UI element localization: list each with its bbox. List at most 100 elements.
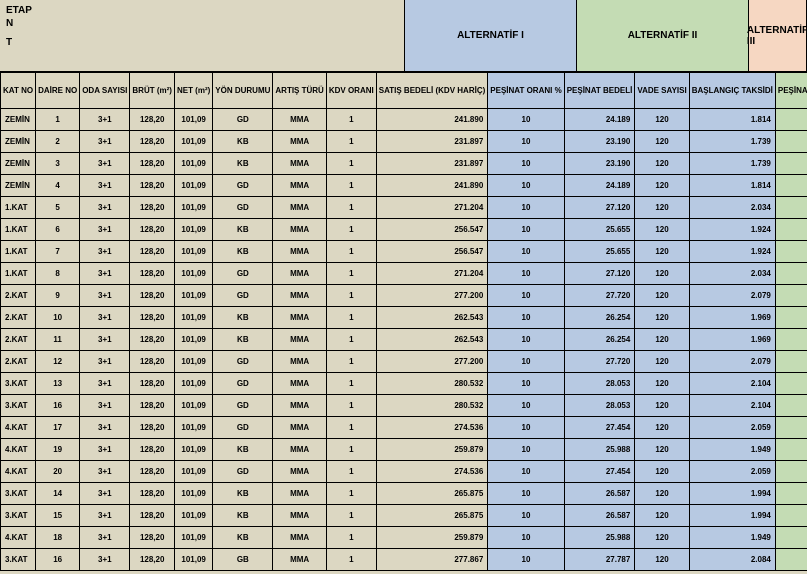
- cell-net: 101,09: [174, 439, 212, 461]
- cell-a1-pb: 23.190: [564, 131, 635, 153]
- cell-net: 101,09: [174, 549, 212, 571]
- cell-artis: MMA: [273, 527, 326, 549]
- cell-a1-pb: 26.254: [564, 307, 635, 329]
- cell-net: 101,09: [174, 373, 212, 395]
- cell-a1-bt: 1.924: [689, 219, 775, 241]
- cell-artis: MMA: [273, 417, 326, 439]
- etap-line3: T: [6, 36, 398, 49]
- cell-yon: GD: [213, 285, 273, 307]
- cell-oda: 3+1: [80, 351, 130, 373]
- cell-a1-vs: 120: [635, 263, 689, 285]
- cell-daire: 9: [36, 285, 80, 307]
- cell-a1-bt: 1.739: [689, 131, 775, 153]
- cell-a1-vs: 120: [635, 439, 689, 461]
- cell-artis: MMA: [273, 175, 326, 197]
- cell-kat: 3.KAT: [1, 505, 36, 527]
- cell-brut: 128,20: [130, 329, 175, 351]
- cell-a1-pb: 27.720: [564, 285, 635, 307]
- h-daire: DAİRE NO: [36, 73, 80, 109]
- cell-satis: 274.536: [376, 417, 488, 439]
- cell-a1-vs: 120: [635, 417, 689, 439]
- cell-satis: 231.897: [376, 153, 488, 175]
- cell-a1-bt: 1.969: [689, 307, 775, 329]
- cell-satis: 277.200: [376, 351, 488, 373]
- cell-kat: 1.KAT: [1, 197, 36, 219]
- cell-yon: GD: [213, 373, 273, 395]
- cell-kdv: 1: [326, 439, 376, 461]
- cell-satis: 265.875: [376, 505, 488, 527]
- cell-a1-po: 10: [488, 307, 564, 329]
- cell-daire: 20: [36, 461, 80, 483]
- cell-satis: 256.547: [376, 219, 488, 241]
- cell-a1-pb: 28.053: [564, 395, 635, 417]
- cell-kdv: 1: [326, 329, 376, 351]
- cell-a1-bt: 1.814: [689, 175, 775, 197]
- cell-a1-po: 10: [488, 505, 564, 527]
- h-kat: KAT NO: [1, 73, 36, 109]
- cell-kat: 4.KAT: [1, 417, 36, 439]
- cell-yon: KB: [213, 505, 273, 527]
- cell-a1-po: 10: [488, 527, 564, 549]
- cell-brut: 128,20: [130, 461, 175, 483]
- cell-net: 101,09: [174, 153, 212, 175]
- cell-a1-bt: 2.059: [689, 417, 775, 439]
- cell-a2-po: 20: [775, 351, 807, 373]
- top-header: ETAP N T ALTERNATİF I ALTERNATİF II ALTE…: [0, 0, 807, 72]
- cell-a1-vs: 120: [635, 395, 689, 417]
- cell-yon: KB: [213, 483, 273, 505]
- cell-yon: GD: [213, 263, 273, 285]
- cell-brut: 128,20: [130, 219, 175, 241]
- cell-yon: KB: [213, 527, 273, 549]
- cell-net: 101,09: [174, 307, 212, 329]
- cell-kdv: 1: [326, 307, 376, 329]
- table-row: 4.KAT203+1128,20101,09GDMMA1274.5361027.…: [1, 461, 807, 483]
- cell-a1-pb: 25.988: [564, 527, 635, 549]
- cell-a1-pb: 26.254: [564, 329, 635, 351]
- cell-oda: 3+1: [80, 131, 130, 153]
- cell-a2-po: 20: [775, 241, 807, 263]
- cell-a2-po: 20: [775, 219, 807, 241]
- cell-a1-pb: 24.189: [564, 175, 635, 197]
- cell-artis: MMA: [273, 395, 326, 417]
- cell-a1-pb: 27.787: [564, 549, 635, 571]
- cell-kat: 2.KAT: [1, 329, 36, 351]
- cell-satis: 259.879: [376, 527, 488, 549]
- cell-a2-po: 20: [775, 505, 807, 527]
- cell-net: 101,09: [174, 131, 212, 153]
- cell-a1-pb: 27.454: [564, 461, 635, 483]
- cell-brut: 128,20: [130, 197, 175, 219]
- cell-brut: 128,20: [130, 373, 175, 395]
- cell-yon: GD: [213, 109, 273, 131]
- cell-brut: 128,20: [130, 483, 175, 505]
- h-net: NET (m²): [174, 73, 212, 109]
- cell-artis: MMA: [273, 263, 326, 285]
- cell-kat: ZEMİN: [1, 131, 36, 153]
- cell-a1-bt: 1.994: [689, 505, 775, 527]
- cell-satis: 280.532: [376, 395, 488, 417]
- cell-brut: 128,20: [130, 351, 175, 373]
- table-row: 2.KAT103+1128,20101,09KBMMA1262.5431026.…: [1, 307, 807, 329]
- cell-brut: 128,20: [130, 175, 175, 197]
- cell-brut: 128,20: [130, 285, 175, 307]
- cell-a1-pb: 23.190: [564, 153, 635, 175]
- cell-kdv: 1: [326, 483, 376, 505]
- cell-brut: 128,20: [130, 527, 175, 549]
- cell-satis: 280.532: [376, 373, 488, 395]
- cell-a1-bt: 2.084: [689, 549, 775, 571]
- cell-kdv: 1: [326, 175, 376, 197]
- cell-artis: MMA: [273, 461, 326, 483]
- cell-artis: MMA: [273, 219, 326, 241]
- cell-a1-vs: 120: [635, 197, 689, 219]
- cell-a1-po: 10: [488, 329, 564, 351]
- cell-oda: 3+1: [80, 197, 130, 219]
- cell-yon: GD: [213, 461, 273, 483]
- cell-a2-po: 20: [775, 417, 807, 439]
- cell-a1-bt: 1.949: [689, 439, 775, 461]
- cell-a2-po: 20: [775, 131, 807, 153]
- h-a1-pb: PEŞİNAT BEDELİ: [564, 73, 635, 109]
- table-row: 2.KAT113+1128,20101,09KBMMA1262.5431026.…: [1, 329, 807, 351]
- cell-brut: 128,20: [130, 153, 175, 175]
- cell-kdv: 1: [326, 285, 376, 307]
- cell-oda: 3+1: [80, 417, 130, 439]
- cell-oda: 3+1: [80, 307, 130, 329]
